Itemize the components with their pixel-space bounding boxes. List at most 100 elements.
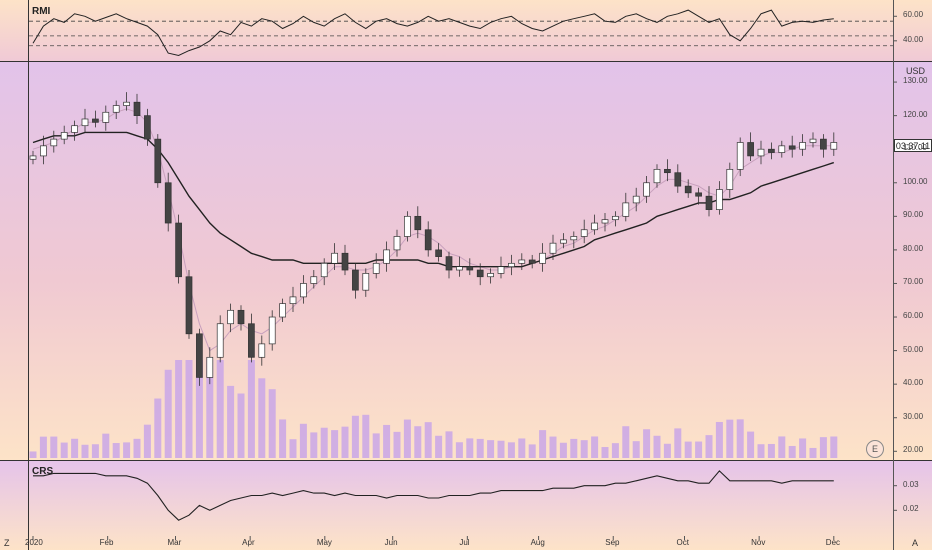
volume-bar bbox=[133, 438, 141, 458]
candle-body bbox=[487, 273, 494, 278]
timezone-toggle-button[interactable]: Z bbox=[4, 538, 10, 548]
candle bbox=[664, 159, 671, 182]
volume-bar bbox=[39, 436, 47, 458]
volume-bar bbox=[435, 435, 443, 458]
earnings-marker[interactable]: E bbox=[866, 440, 884, 458]
rmi-tick-label: 60.00 bbox=[903, 10, 924, 20]
candle-body bbox=[809, 138, 817, 143]
volume-bar bbox=[60, 442, 68, 458]
volume-bar bbox=[684, 441, 692, 458]
price-tick-label: 50.00 bbox=[903, 344, 924, 354]
volume-bar bbox=[102, 433, 110, 458]
volume-bar bbox=[164, 369, 172, 458]
candle bbox=[102, 105, 110, 131]
crs-panel-bg bbox=[0, 460, 932, 550]
candle-body bbox=[102, 111, 110, 123]
candle bbox=[757, 140, 765, 165]
candle-body bbox=[736, 142, 744, 170]
volume-bar bbox=[195, 360, 203, 458]
candle bbox=[476, 263, 484, 286]
candle bbox=[289, 286, 297, 312]
volume-bar bbox=[580, 440, 588, 458]
volume-bar bbox=[372, 433, 380, 458]
candle bbox=[362, 268, 370, 297]
candle-body bbox=[206, 356, 214, 378]
price-tick-label: 70.00 bbox=[903, 277, 924, 287]
volume-bar bbox=[71, 438, 79, 458]
candle bbox=[435, 243, 442, 262]
candle-body bbox=[227, 309, 234, 325]
candle bbox=[352, 263, 359, 299]
candle bbox=[570, 231, 578, 249]
candle-body bbox=[362, 273, 370, 291]
price-unit-label: USD bbox=[906, 66, 926, 76]
candle bbox=[268, 310, 276, 351]
candle-body bbox=[341, 252, 349, 271]
volume-bar bbox=[643, 429, 651, 458]
price-tick-label: 30.00 bbox=[903, 411, 924, 421]
candle-body bbox=[216, 323, 224, 358]
volume-bar bbox=[601, 447, 609, 458]
candle-body bbox=[112, 105, 120, 113]
rmi-tick-label: 40.00 bbox=[903, 34, 924, 44]
candle-body bbox=[622, 202, 630, 217]
candle bbox=[653, 164, 661, 188]
volume-layer bbox=[29, 360, 838, 458]
candle bbox=[799, 134, 806, 156]
candle bbox=[705, 186, 713, 217]
volume-bar bbox=[414, 426, 422, 458]
volume-bar bbox=[549, 436, 557, 458]
candle-body bbox=[92, 118, 99, 123]
candle bbox=[414, 206, 422, 239]
candle bbox=[643, 176, 650, 203]
candle-body bbox=[133, 101, 141, 116]
volume-bar bbox=[227, 385, 235, 458]
volume-bar bbox=[570, 438, 578, 458]
time-axis-label: 2020 bbox=[25, 538, 43, 547]
volume-bar bbox=[175, 360, 183, 458]
volume-bar bbox=[497, 440, 505, 458]
candle-body bbox=[414, 215, 422, 231]
crs-line bbox=[33, 470, 834, 521]
volume-bar bbox=[393, 431, 401, 458]
candle bbox=[164, 172, 172, 232]
crs-tick-label: 0.03 bbox=[903, 479, 919, 489]
candle-body bbox=[612, 215, 619, 221]
time-axis-label: Nov bbox=[751, 538, 766, 547]
candle-body bbox=[549, 242, 557, 254]
volume-bar bbox=[778, 436, 786, 458]
candle bbox=[185, 270, 193, 339]
time-axis-label: Sep bbox=[605, 538, 620, 547]
time-axis-label: May bbox=[316, 538, 332, 547]
candle-body bbox=[830, 142, 838, 150]
candle bbox=[331, 243, 338, 271]
auto-scale-button[interactable]: A bbox=[912, 538, 919, 548]
candle bbox=[601, 212, 609, 232]
candle-body bbox=[237, 309, 245, 325]
candle bbox=[383, 241, 390, 272]
price-tick-label: 80.00 bbox=[903, 243, 924, 253]
volume-bar bbox=[383, 424, 391, 458]
candle bbox=[788, 135, 796, 158]
grid-layer bbox=[29, 20, 893, 47]
price-tick-label: 120.00 bbox=[903, 109, 928, 119]
volume-bar bbox=[591, 436, 599, 458]
volume-bar bbox=[299, 423, 307, 458]
candle-body bbox=[248, 323, 255, 358]
candle-body bbox=[664, 168, 671, 174]
candle bbox=[112, 100, 120, 119]
candle bbox=[341, 244, 349, 276]
candle bbox=[196, 328, 203, 386]
candle-body bbox=[289, 296, 297, 304]
volume-bar bbox=[341, 426, 349, 458]
candle bbox=[279, 298, 286, 323]
candle bbox=[716, 181, 723, 215]
candle bbox=[684, 179, 692, 198]
volume-bar bbox=[539, 430, 547, 458]
time-axis-label: Oct bbox=[676, 538, 689, 547]
candle-body bbox=[560, 239, 567, 244]
candle-body bbox=[788, 145, 796, 150]
candle bbox=[445, 251, 453, 279]
candle bbox=[372, 253, 380, 279]
candle bbox=[580, 219, 588, 244]
